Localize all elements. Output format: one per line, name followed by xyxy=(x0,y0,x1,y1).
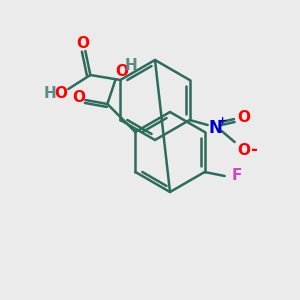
Text: -: - xyxy=(250,141,257,159)
Text: O: O xyxy=(76,35,89,50)
Text: O: O xyxy=(237,142,250,158)
Text: O: O xyxy=(72,91,85,106)
Text: H: H xyxy=(125,58,138,74)
Text: H: H xyxy=(44,85,57,100)
Text: N: N xyxy=(209,119,223,137)
Text: O: O xyxy=(237,110,250,124)
Text: O: O xyxy=(115,64,128,80)
Text: F: F xyxy=(232,169,242,184)
Text: +: + xyxy=(218,116,227,126)
Text: O: O xyxy=(54,85,67,100)
